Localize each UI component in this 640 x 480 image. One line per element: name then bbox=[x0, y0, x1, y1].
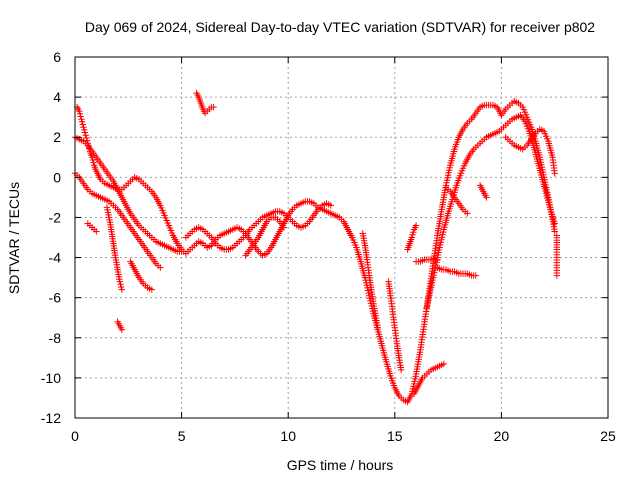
y-tick-label: -6 bbox=[49, 290, 62, 306]
x-tick-label: 5 bbox=[178, 428, 186, 444]
data-series-6 bbox=[114, 318, 126, 333]
data-series-4 bbox=[103, 204, 126, 293]
data-series-19 bbox=[476, 182, 490, 201]
x-tick-label: 10 bbox=[280, 428, 296, 444]
x-tick-label: 15 bbox=[387, 428, 403, 444]
y-tick-label: -2 bbox=[49, 209, 62, 225]
y-axis-title: SDTVAR / TECUs bbox=[6, 182, 22, 294]
y-tick-label: 2 bbox=[53, 129, 61, 145]
data-series-14 bbox=[410, 360, 447, 398]
data-series-21 bbox=[553, 232, 560, 279]
y-tick-label: 6 bbox=[53, 49, 61, 65]
y-tick-label: -4 bbox=[49, 250, 62, 266]
x-axis-title: GPS time / hours bbox=[287, 457, 394, 473]
data-series-18 bbox=[442, 184, 471, 217]
data-series-1 bbox=[73, 97, 558, 406]
data-series-8 bbox=[193, 89, 217, 117]
data-series-11 bbox=[359, 230, 381, 331]
data-series-7 bbox=[127, 258, 155, 293]
data-points bbox=[71, 89, 560, 406]
x-tick-label: 0 bbox=[71, 428, 79, 444]
y-tick-label: -10 bbox=[41, 370, 61, 386]
data-series-3 bbox=[71, 134, 185, 255]
plot-frame bbox=[74, 56, 609, 419]
data-series-9 bbox=[182, 200, 334, 253]
data-series-13 bbox=[404, 222, 420, 253]
y-tick-label: -8 bbox=[49, 330, 62, 346]
data-series-20 bbox=[502, 126, 558, 177]
data-series-17 bbox=[434, 264, 479, 279]
data-series-5 bbox=[84, 220, 100, 235]
y-tick-label: -12 bbox=[41, 410, 61, 426]
x-tick-label: 25 bbox=[600, 428, 616, 444]
data-series-12 bbox=[385, 278, 405, 374]
chart-title: Day 069 of 2024, Sidereal Day-to-day VTE… bbox=[85, 19, 595, 35]
y-tick-label: 4 bbox=[53, 89, 61, 105]
data-series-10 bbox=[242, 214, 288, 259]
x-tick-label: 20 bbox=[494, 428, 510, 444]
y-tick-label: 0 bbox=[53, 169, 61, 185]
